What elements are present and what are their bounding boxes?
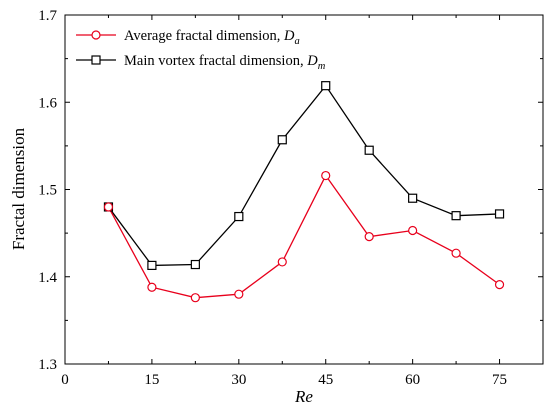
data-point-m: [494, 209, 505, 219]
legend-marker: [91, 55, 101, 65]
legend-item-a: Average fractal dimension, Da: [76, 28, 300, 47]
x-axis-title: Re: [294, 387, 313, 406]
x-tick-label: 30: [231, 372, 246, 388]
legend: Average fractal dimension, Da Main vortex…: [76, 28, 326, 72]
data-point-m: [190, 259, 200, 270]
data-point-a: [451, 248, 461, 258]
legend-label: Main vortex fractal dimension, Dm: [124, 53, 326, 72]
y-tick-label: 1.3: [38, 357, 57, 373]
data-point-m: [234, 211, 244, 222]
data-point-a: [494, 280, 505, 290]
data-point-m: [147, 260, 157, 271]
data-point-a: [234, 289, 244, 299]
series-markers: [103, 81, 505, 303]
data-point-a: [103, 202, 114, 212]
data-point-m: [321, 81, 331, 91]
data-point-a: [147, 282, 157, 292]
axis-ticks: [64, 14, 543, 365]
legend-marker: [91, 30, 101, 40]
tick-labels: 0 15 30 45 60 75 1.3 1.4 1.5 1.6 1.7: [38, 8, 507, 388]
data-point-m: [451, 211, 461, 221]
legend-label: Average fractal dimension, Da: [124, 28, 300, 47]
series-line-a: [107, 174, 500, 299]
data-point-a: [277, 257, 287, 267]
y-tick-label: 1.7: [38, 8, 57, 24]
y-tick-label: 1.5: [38, 183, 57, 199]
x-tick-label: 75: [492, 372, 507, 388]
series-lines: [107, 84, 500, 299]
x-tick-label: 0: [61, 372, 69, 388]
series-line-m: [107, 84, 500, 267]
data-point-a: [364, 232, 374, 242]
data-point-m: [364, 145, 374, 155]
y-tick-label: 1.6: [38, 95, 57, 111]
data-point-a: [190, 293, 200, 303]
data-point-m: [408, 193, 418, 203]
y-axis-title: Fractal dimension: [9, 127, 28, 250]
data-point-a: [408, 225, 418, 236]
legend-item-m: Main vortex fractal dimension, Dm: [76, 53, 326, 72]
y-tick-label: 1.4: [38, 270, 57, 286]
x-tick-label: 60: [405, 372, 420, 388]
data-point-m: [277, 135, 287, 145]
x-tick-label: 15: [144, 372, 159, 388]
data-point-a: [321, 170, 331, 181]
x-tick-label: 45: [318, 372, 333, 388]
